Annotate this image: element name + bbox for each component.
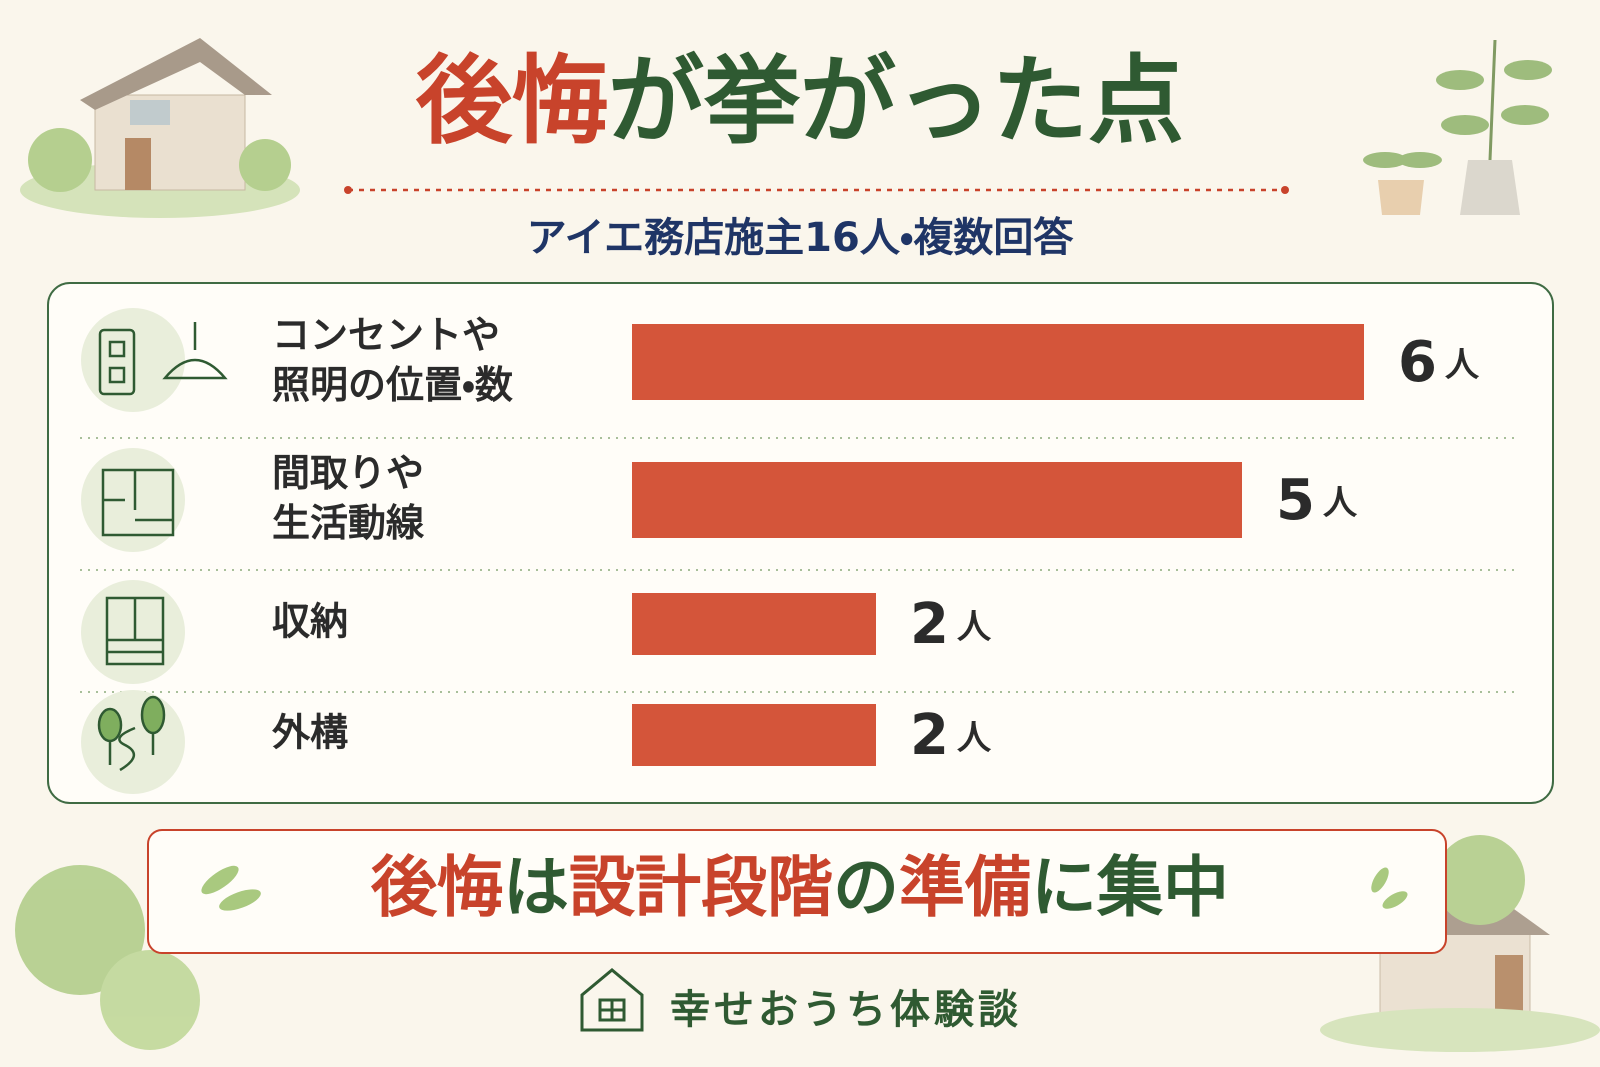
conclusion-segment: の [833,849,899,926]
category-label: コンセントや照明の位置・数 [272,313,513,407]
chart-panel [47,282,1554,804]
category-label: 収納 [272,600,348,644]
footer-logo [580,968,644,1032]
conclusion-segment: に集中 [1031,849,1229,926]
house-illustration [20,38,300,218]
category-label: 間取りや生活動線 [272,451,425,545]
conclusion-segment: 準備 [899,849,1031,926]
floorplan-icon [81,448,185,552]
bar [632,593,876,655]
title-segment: が挙がった点 [608,45,1184,157]
row-separators [80,437,1520,693]
conclusion-segment: は [503,849,569,926]
outlet-lamp-icon [81,308,228,412]
storage-icon [81,580,185,684]
bar [632,704,876,766]
conclusion: 後悔は設計段階の準備に集中 [370,849,1229,926]
footer: 幸せおうち体験談 [670,987,1022,1033]
divider-dot [344,186,352,194]
conclusion-segment: 設計段階 [569,849,833,926]
category-label: 外構 [272,711,348,755]
title-segment: 後悔 [415,45,608,157]
bar [632,324,1364,400]
conclusion-box [147,829,1447,954]
divider-dot [1281,186,1289,194]
title: 後悔が挙がった点 [415,45,1184,157]
subtitle: アイエ務店施主16人・複数回答 [527,215,1075,261]
plant-illustration [1363,39,1552,215]
bar [632,462,1242,538]
exterior-icon [81,690,185,794]
conclusion-segment: 後悔 [370,849,503,926]
leaf-decoration [201,865,1408,911]
